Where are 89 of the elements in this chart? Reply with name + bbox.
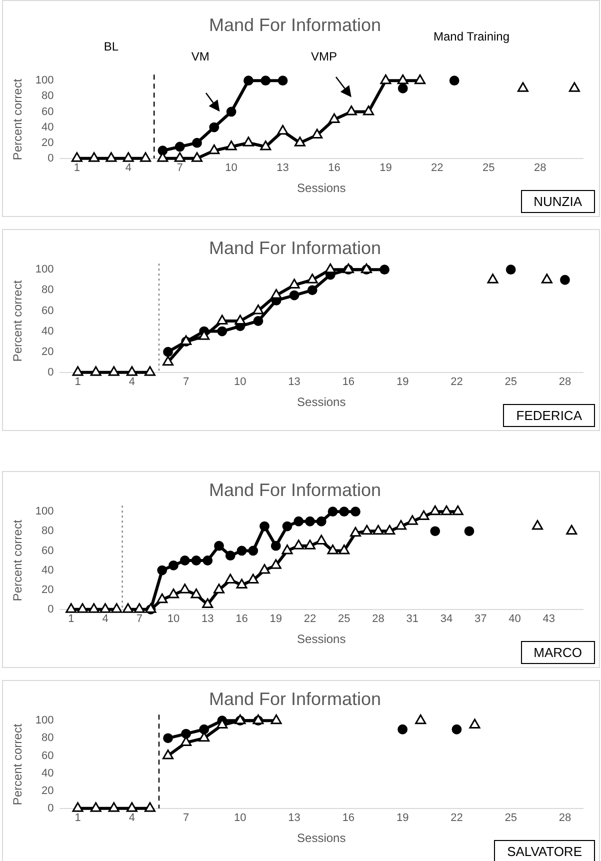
y-tick-label: 0 <box>48 802 54 814</box>
x-tick-label: 28 <box>534 162 546 174</box>
y-tick-label: 60 <box>42 750 54 762</box>
x-tick-label: 28 <box>558 812 572 824</box>
y-tick-label: 40 <box>42 767 54 780</box>
y-tick-label: 80 <box>42 284 54 296</box>
y-tick-label: 80 <box>42 90 54 102</box>
x-tick-label: 25 <box>482 162 495 174</box>
x-tick-label: 4 <box>128 812 135 824</box>
x-tick-label: 1 <box>74 162 80 174</box>
y-tick-label: 0 <box>48 603 54 616</box>
y-tick-label: 40 <box>42 564 54 576</box>
text: MARCO <box>520 641 595 664</box>
chart-title: Mand For Information <box>208 480 382 500</box>
x-tick-label: 16 <box>328 162 340 174</box>
x-tick-label: 19 <box>396 812 409 824</box>
text: NUNZIA <box>520 190 595 213</box>
y-tick-label: 100 <box>35 506 54 518</box>
text: BL <box>104 40 119 54</box>
chart-title: Mand For Information <box>208 238 382 258</box>
y-axis-title: Percent correct <box>10 723 25 806</box>
x-tick-label: 40 <box>508 613 521 626</box>
chart-title: Mand For Information <box>208 14 382 35</box>
x-axis-title: Sessions <box>297 831 346 846</box>
x-tick-label: 10 <box>225 162 238 174</box>
text: Mand Training <box>433 30 510 44</box>
y-tick-label: 60 <box>42 544 54 557</box>
x-tick-label: 4 <box>125 162 132 174</box>
y-tick-label: 100 <box>35 74 54 87</box>
x-tick-label: 7 <box>176 162 183 174</box>
x-tick-label: 43 <box>542 613 555 626</box>
y-tick-label: 100 <box>35 714 54 727</box>
x-tick-label: 28 <box>558 376 572 388</box>
x-tick-label: 13 <box>288 376 300 388</box>
x-tick-label: 28 <box>372 613 384 626</box>
x-tick-label: 19 <box>270 613 282 626</box>
x-tick-label: 16 <box>342 812 355 824</box>
y-tick-label: 20 <box>42 346 54 358</box>
y-tick-label: 20 <box>42 784 54 797</box>
y-tick-label: 100 <box>35 264 54 276</box>
x-tick-label: 16 <box>342 376 355 388</box>
y-tick-label: 20 <box>42 136 54 149</box>
chart-title: Mand For Information <box>208 688 382 709</box>
x-tick-label: 7 <box>182 812 190 824</box>
y-tick-label: 0 <box>48 366 54 378</box>
x-tick-label: 1 <box>74 376 81 388</box>
x-tick-label: 7 <box>136 613 142 626</box>
x-tick-label: 25 <box>338 613 350 626</box>
x-tick-label: 19 <box>396 376 409 388</box>
text: VMP <box>310 50 337 64</box>
y-axis-title: Percent correct <box>10 519 25 602</box>
y-tick-label: 0 <box>48 152 54 164</box>
x-tick-label: 13 <box>288 812 300 824</box>
x-tick-label: 1 <box>68 613 74 626</box>
y-axis-title: Percent correct <box>10 78 25 160</box>
y-tick-label: 80 <box>42 525 54 538</box>
x-tick-label: 22 <box>450 376 463 388</box>
x-tick-label: 4 <box>102 613 108 626</box>
x-tick-label: 22 <box>450 812 463 824</box>
y-tick-label: 20 <box>42 584 54 596</box>
x-tick-label: 37 <box>474 613 487 626</box>
x-tick-label: 22 <box>304 613 316 626</box>
x-tick-label: 13 <box>202 613 214 626</box>
y-axis-title: Percent correct <box>10 280 25 362</box>
x-tick-label: 13 <box>276 162 289 174</box>
text: SALVATORE <box>494 840 595 861</box>
y-tick-label: 80 <box>42 732 54 744</box>
y-tick-label: 60 <box>42 304 54 317</box>
x-tick-label: 10 <box>167 613 180 626</box>
x-tick-label: 22 <box>431 162 444 174</box>
x-tick-label: 25 <box>504 376 517 388</box>
text: VM <box>191 50 210 64</box>
y-tick-label: 40 <box>42 121 54 134</box>
x-tick-label: 31 <box>406 613 418 626</box>
x-tick-label: 10 <box>234 812 246 824</box>
x-tick-label: 16 <box>236 613 248 626</box>
x-axis-title: Sessions <box>297 632 346 646</box>
text: FEDERICA <box>503 404 595 427</box>
x-tick-label: 34 <box>440 613 453 626</box>
x-axis-title: Sessions <box>297 395 346 410</box>
y-tick-label: 60 <box>42 106 54 118</box>
x-tick-label: 7 <box>182 376 190 388</box>
x-tick-label: 10 <box>234 376 246 388</box>
x-tick-label: 4 <box>128 376 135 388</box>
y-tick-label: 40 <box>42 325 54 338</box>
x-tick-label: 19 <box>380 162 392 174</box>
x-tick-label: 1 <box>74 812 81 824</box>
x-tick-label: 25 <box>504 812 517 824</box>
x-axis-title: Sessions <box>297 181 346 196</box>
